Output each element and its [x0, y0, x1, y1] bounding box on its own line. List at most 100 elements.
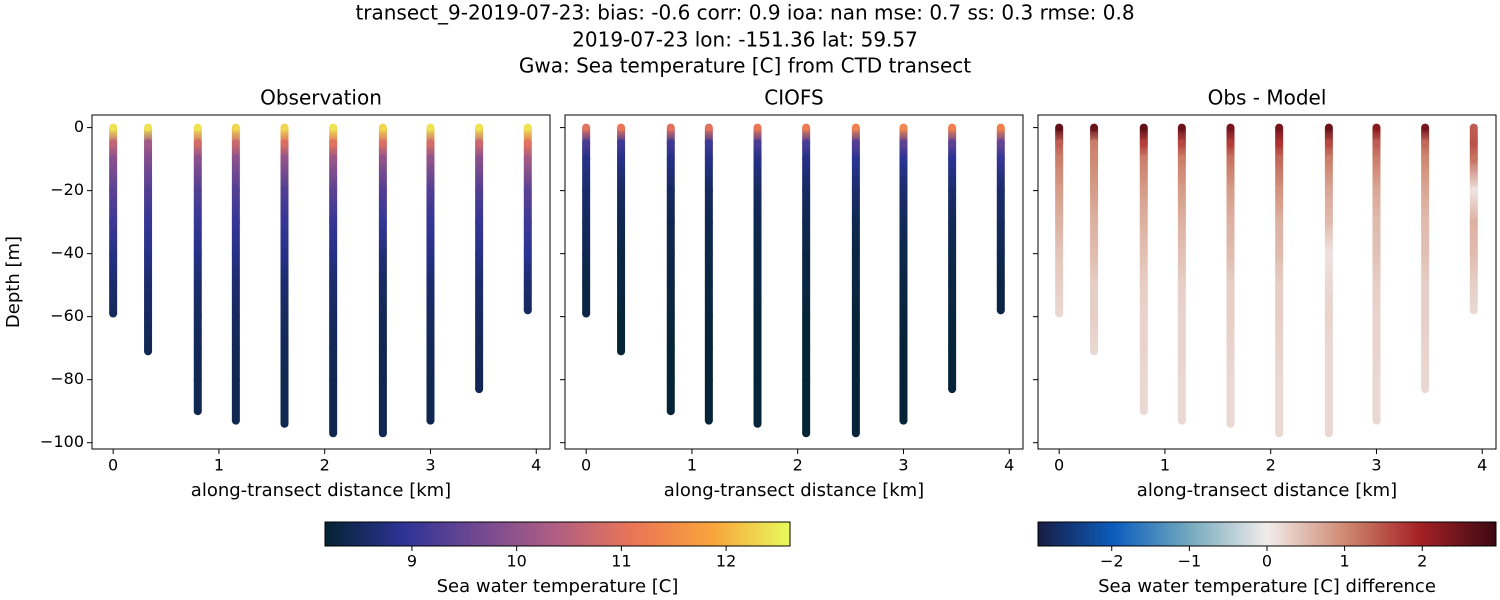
- profile-segment: [899, 143, 908, 160]
- profile-segment: [704, 159, 713, 191]
- profile-segment: [666, 127, 675, 144]
- profile-segment: [753, 127, 762, 144]
- data-point: [231, 155, 240, 164]
- profile-segment: [617, 285, 626, 317]
- data-point: [704, 218, 713, 227]
- profile-segment: [523, 159, 532, 191]
- data-point: [704, 139, 713, 148]
- profile-segment: [1469, 159, 1478, 191]
- profile-segment: [802, 222, 811, 254]
- data-point: [231, 249, 240, 258]
- data-point: [1177, 416, 1186, 425]
- x-tick-label: 1: [1160, 456, 1170, 475]
- profile-segment: [753, 143, 762, 160]
- data-point: [1275, 249, 1284, 258]
- data-point: [1139, 218, 1148, 227]
- data-point: [193, 155, 202, 164]
- data-point: [109, 218, 118, 227]
- data-point: [426, 375, 435, 384]
- profile-segment: [851, 348, 860, 380]
- data-point: [666, 375, 675, 384]
- profile-segment: [329, 285, 338, 317]
- data-point: [329, 281, 338, 290]
- data-point: [280, 312, 289, 321]
- profile-segment: [1090, 316, 1099, 352]
- data-point: [582, 186, 591, 195]
- data-point: [193, 249, 202, 258]
- data-point: [1372, 123, 1381, 132]
- data-point: [1177, 281, 1186, 290]
- profile-segment: [144, 190, 153, 223]
- profile-segment: [1469, 190, 1478, 223]
- profile-segment: [617, 253, 626, 286]
- data-point: [193, 312, 202, 321]
- profile-segment: [802, 379, 811, 434]
- data-point: [996, 306, 1005, 315]
- data-point: [475, 139, 484, 148]
- profile-segment: [378, 222, 387, 254]
- profile-segment: [617, 127, 626, 144]
- data-point: [802, 429, 811, 438]
- data-point: [1177, 186, 1186, 195]
- data-point: [1226, 218, 1235, 227]
- x-tick-label: 2: [320, 456, 330, 475]
- profile-segment: [899, 159, 908, 191]
- profile-segment: [329, 127, 338, 144]
- data-point: [582, 139, 591, 148]
- data-point: [231, 123, 240, 132]
- axes-frame: [564, 114, 1024, 450]
- profile-segment: [1372, 222, 1381, 254]
- profile-segment: [475, 190, 484, 223]
- data-point: [1421, 312, 1430, 321]
- data-point: [523, 281, 532, 290]
- data-point: [378, 139, 387, 148]
- profile-segment: [193, 348, 202, 380]
- x-axis-label: along-transect distance [km]: [664, 480, 924, 501]
- profile-segment: [523, 222, 532, 254]
- profile-segment: [193, 143, 202, 160]
- data-point: [109, 155, 118, 164]
- data-point: [1324, 375, 1333, 384]
- profile-segment: [378, 348, 387, 380]
- data-point: [704, 344, 713, 353]
- profile-segment: [582, 253, 591, 286]
- profile-segment: [329, 253, 338, 286]
- data-point: [582, 155, 591, 164]
- profile-segment: [1090, 285, 1099, 317]
- data-point: [426, 123, 435, 132]
- data-point: [475, 281, 484, 290]
- data-point: [617, 155, 626, 164]
- data-point: [329, 249, 338, 258]
- data-point: [704, 249, 713, 258]
- data-point: [1421, 155, 1430, 164]
- profile-segment: [231, 159, 240, 191]
- data-point: [426, 155, 435, 164]
- data-point: [1177, 218, 1186, 227]
- profile-segment: [1421, 348, 1430, 390]
- data-point: [851, 139, 860, 148]
- profile-segment: [231, 222, 240, 254]
- data-point: [329, 312, 338, 321]
- profile-segment: [1469, 285, 1478, 311]
- data-point: [802, 139, 811, 148]
- data-point: [280, 139, 289, 148]
- profile-segment: [1421, 285, 1430, 317]
- profile-segment: [899, 222, 908, 254]
- profile-segment: [802, 348, 811, 380]
- y-tick-label: −60: [50, 306, 84, 325]
- profile-segment: [996, 222, 1005, 254]
- data-point: [1421, 249, 1430, 258]
- profile-segment: [996, 190, 1005, 223]
- data-point: [666, 186, 675, 195]
- profile-segment: [1226, 253, 1235, 286]
- profile-segment: [666, 379, 675, 412]
- profile-segment: [1139, 316, 1148, 349]
- axes-frame: [91, 114, 551, 450]
- profile-segment: [617, 143, 626, 160]
- profile-segment: [1177, 159, 1186, 191]
- data-point: [1324, 186, 1333, 195]
- data-point: [666, 139, 675, 148]
- data-point: [1324, 429, 1333, 438]
- data-point: [851, 344, 860, 353]
- data-point: [1275, 123, 1284, 132]
